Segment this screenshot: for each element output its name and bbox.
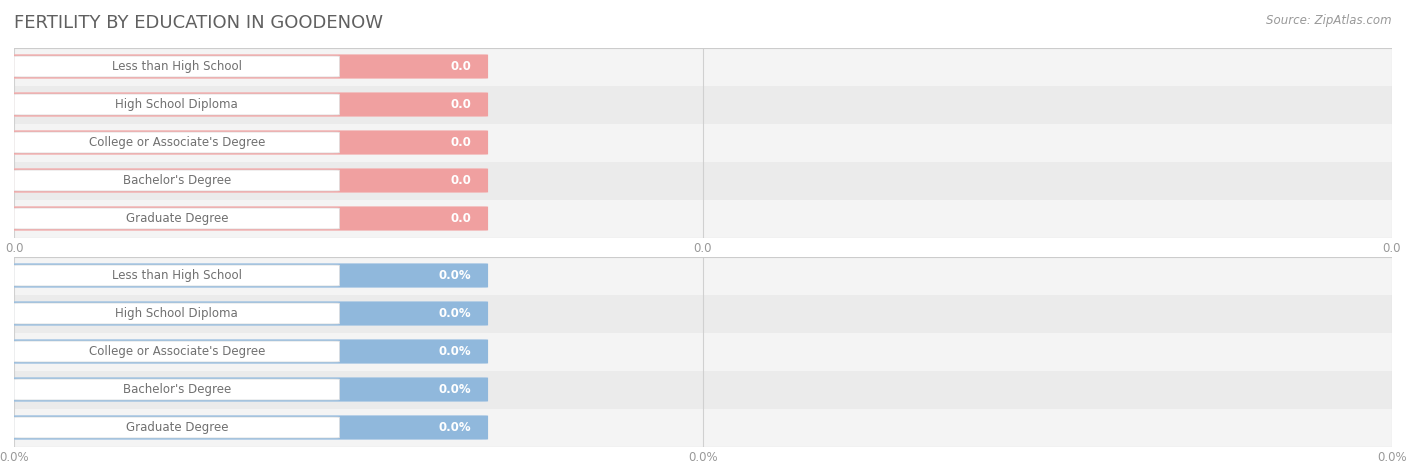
FancyBboxPatch shape <box>8 264 488 287</box>
Text: Bachelor's Degree: Bachelor's Degree <box>122 174 231 187</box>
FancyBboxPatch shape <box>8 169 488 192</box>
Bar <box>14 408 1392 446</box>
Bar <box>14 124 1392 162</box>
FancyBboxPatch shape <box>14 94 339 115</box>
Text: 0.0: 0.0 <box>451 174 471 187</box>
Bar <box>14 86 1392 124</box>
FancyBboxPatch shape <box>14 417 339 438</box>
Text: High School Diploma: High School Diploma <box>115 307 238 320</box>
FancyBboxPatch shape <box>8 416 488 439</box>
FancyBboxPatch shape <box>14 303 339 324</box>
FancyBboxPatch shape <box>8 93 488 116</box>
FancyBboxPatch shape <box>8 340 488 363</box>
FancyBboxPatch shape <box>14 265 339 286</box>
Text: FERTILITY BY EDUCATION IN GOODENOW: FERTILITY BY EDUCATION IN GOODENOW <box>14 14 382 32</box>
FancyBboxPatch shape <box>8 340 488 363</box>
Text: 0.0%: 0.0% <box>439 307 471 320</box>
FancyBboxPatch shape <box>14 132 339 153</box>
Bar <box>14 200 1392 238</box>
Text: College or Associate's Degree: College or Associate's Degree <box>89 345 264 358</box>
Bar <box>14 294 1392 332</box>
FancyBboxPatch shape <box>14 170 339 191</box>
FancyBboxPatch shape <box>14 56 339 77</box>
FancyBboxPatch shape <box>8 169 488 192</box>
Text: 0.0%: 0.0% <box>439 383 471 396</box>
FancyBboxPatch shape <box>8 131 488 154</box>
FancyBboxPatch shape <box>8 302 488 325</box>
Bar <box>14 256 1392 294</box>
Text: 0.0%: 0.0% <box>439 421 471 434</box>
Bar <box>14 48 1392 86</box>
Text: High School Diploma: High School Diploma <box>115 98 238 111</box>
FancyBboxPatch shape <box>8 55 488 78</box>
Text: College or Associate's Degree: College or Associate's Degree <box>89 136 264 149</box>
Text: Less than High School: Less than High School <box>112 269 242 282</box>
Text: Graduate Degree: Graduate Degree <box>125 212 228 225</box>
Text: Source: ZipAtlas.com: Source: ZipAtlas.com <box>1267 14 1392 27</box>
FancyBboxPatch shape <box>14 208 339 229</box>
FancyBboxPatch shape <box>8 416 488 439</box>
FancyBboxPatch shape <box>8 207 488 230</box>
Text: Less than High School: Less than High School <box>112 60 242 73</box>
FancyBboxPatch shape <box>8 302 488 325</box>
Bar <box>14 332 1392 371</box>
FancyBboxPatch shape <box>8 378 488 401</box>
Text: 0.0: 0.0 <box>451 136 471 149</box>
FancyBboxPatch shape <box>8 93 488 116</box>
FancyBboxPatch shape <box>14 341 339 362</box>
FancyBboxPatch shape <box>8 131 488 154</box>
Text: Graduate Degree: Graduate Degree <box>125 421 228 434</box>
Text: 0.0%: 0.0% <box>439 345 471 358</box>
Text: Bachelor's Degree: Bachelor's Degree <box>122 383 231 396</box>
FancyBboxPatch shape <box>8 378 488 401</box>
Bar <box>14 162 1392 199</box>
Bar <box>14 370 1392 408</box>
Text: 0.0%: 0.0% <box>439 269 471 282</box>
Text: 0.0: 0.0 <box>451 212 471 225</box>
FancyBboxPatch shape <box>8 207 488 230</box>
FancyBboxPatch shape <box>8 264 488 287</box>
Text: 0.0: 0.0 <box>451 60 471 73</box>
FancyBboxPatch shape <box>14 379 339 400</box>
Text: 0.0: 0.0 <box>451 98 471 111</box>
FancyBboxPatch shape <box>8 55 488 78</box>
